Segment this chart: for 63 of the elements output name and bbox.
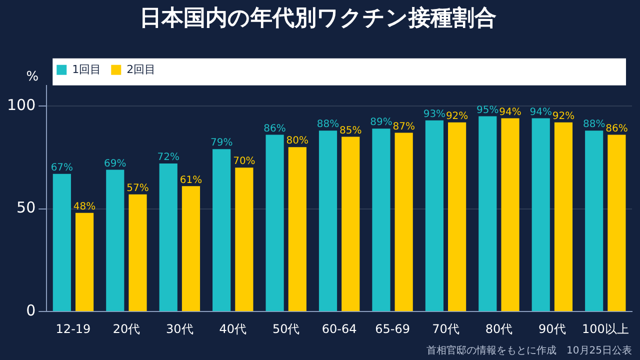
bar — [159, 164, 178, 312]
data-label: 57% — [126, 182, 149, 194]
data-label: 61% — [180, 174, 202, 186]
bar — [318, 130, 338, 312]
data-label: 94% — [499, 106, 522, 118]
data-label: 89% — [370, 117, 392, 128]
x-tick-label: 20代 — [112, 322, 140, 336]
bar — [585, 130, 604, 312]
x-tick-label: 80代 — [485, 322, 513, 336]
data-label: 69% — [104, 158, 126, 170]
bar — [478, 116, 497, 312]
data-label: 92% — [446, 111, 468, 122]
bar — [266, 134, 284, 312]
data-label: 72% — [157, 152, 180, 164]
bar — [76, 212, 94, 312]
bar — [608, 134, 626, 312]
x-tick-label: 100以上 — [582, 322, 629, 336]
chart-title: 日本国内の年代別ワクチン接種割合 — [140, 6, 496, 31]
y-tick-label: 50 — [16, 198, 36, 217]
data-label: 67% — [50, 162, 74, 174]
data-label: 95% — [476, 104, 499, 116]
data-label: 92% — [552, 111, 575, 122]
x-tick-label: 70代 — [432, 322, 460, 336]
data-label: 88% — [316, 119, 340, 130]
x-tick-label: 12-19 — [56, 322, 91, 336]
legend-label: 2回目 — [126, 62, 156, 76]
x-tick-label: 40代 — [219, 322, 247, 336]
bar — [532, 118, 550, 312]
bar — [288, 147, 306, 312]
bar — [52, 174, 71, 312]
bar — [425, 120, 444, 312]
y-tick-label: 100 — [6, 96, 36, 114]
bar — [394, 132, 413, 312]
data-label: 86% — [606, 123, 628, 134]
data-label: 48% — [73, 201, 96, 212]
data-label: 70% — [233, 156, 256, 168]
y-axis-title: % — [26, 69, 39, 84]
data-label: 80% — [286, 136, 309, 147]
text: 首相官邸の情報をもとに作成 10月25日公表 — [426, 344, 632, 357]
bar — [235, 168, 254, 312]
legend-label: 1回目 — [72, 62, 102, 76]
bar — [372, 128, 390, 312]
data-label: 79% — [210, 138, 233, 149]
x-tick-label: 60-64 — [322, 322, 357, 336]
data-label: 93% — [423, 108, 446, 120]
x-tick-label: 90代 — [538, 322, 566, 336]
x-tick-label: 30代 — [166, 322, 194, 336]
data-label: 86% — [264, 123, 286, 134]
bar — [342, 136, 360, 312]
bar — [128, 194, 147, 312]
data-label: 88% — [582, 119, 606, 130]
data-label: 85% — [340, 125, 362, 136]
x-tick-label: 50代 — [272, 322, 300, 336]
bar — [448, 122, 466, 312]
x-tick-label: 65-69 — [375, 322, 410, 336]
bar — [212, 149, 231, 312]
data-label: 94% — [530, 106, 552, 118]
bar — [106, 170, 124, 312]
data-label: 87% — [392, 121, 415, 132]
bar — [501, 118, 520, 312]
bar — [182, 186, 200, 312]
y-tick-label: 0 — [26, 301, 36, 320]
bar — [554, 122, 573, 312]
